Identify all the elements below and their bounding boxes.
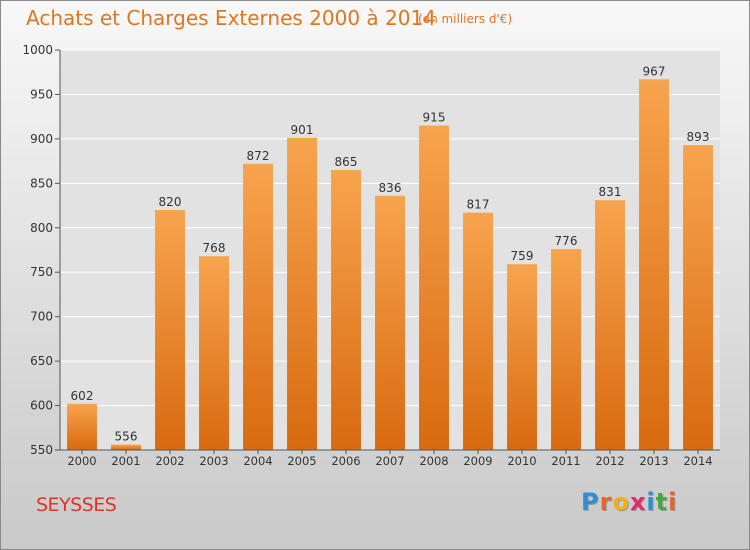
x-tick-label: 2013 xyxy=(639,454,668,468)
bar-value-label: 817 xyxy=(467,198,490,212)
x-tick-label: 2011 xyxy=(551,454,580,468)
commune-name: SEYSSES xyxy=(36,494,117,516)
y-tick-label: 800 xyxy=(30,221,53,235)
bar-value-label: 836 xyxy=(379,181,402,195)
x-tick-label: 2014 xyxy=(683,454,712,468)
x-tick-label: 2005 xyxy=(287,454,316,468)
chart-title: Achats et Charges Externes 2000 à 2014 xyxy=(26,6,436,30)
x-tick-label: 2000 xyxy=(67,454,96,468)
x-tick-label: 2008 xyxy=(419,454,448,468)
bar xyxy=(243,163,273,450)
x-tick-label: 2007 xyxy=(375,454,404,468)
y-tick-label: 750 xyxy=(30,265,53,279)
bar-value-label: 893 xyxy=(687,130,710,144)
y-tick-label: 600 xyxy=(30,399,53,413)
bar-value-label: 831 xyxy=(599,185,622,199)
bar-value-label: 768 xyxy=(203,241,226,255)
bar xyxy=(287,138,317,450)
bar-value-label: 820 xyxy=(159,195,182,209)
bar xyxy=(111,444,141,450)
bar-value-label: 967 xyxy=(643,64,666,78)
bar xyxy=(683,145,713,450)
bar xyxy=(155,210,185,450)
y-tick-label: 850 xyxy=(30,176,53,190)
x-tick-label: 2012 xyxy=(595,454,624,468)
x-tick-label: 2001 xyxy=(111,454,140,468)
chart-unit: (en milliers d'€) xyxy=(418,12,513,26)
bar xyxy=(375,195,405,450)
bar-value-label: 602 xyxy=(71,389,94,403)
bar xyxy=(595,200,625,450)
bar-value-label: 872 xyxy=(247,149,270,163)
x-tick-label: 2002 xyxy=(155,454,184,468)
bar xyxy=(67,403,97,450)
bar xyxy=(419,125,449,451)
y-tick-label: 550 xyxy=(30,443,53,457)
bar-value-label: 556 xyxy=(115,430,138,444)
y-tick-label: 900 xyxy=(30,132,53,146)
bar-value-label: 776 xyxy=(555,234,578,248)
bar xyxy=(199,256,229,450)
y-tick-label: 1000 xyxy=(22,43,53,57)
bar-value-label: 865 xyxy=(335,155,358,169)
bar xyxy=(551,249,581,450)
x-tick-label: 2003 xyxy=(199,454,228,468)
y-tick-label: 950 xyxy=(30,87,53,101)
y-tick-label: 650 xyxy=(30,354,53,368)
bar xyxy=(639,79,669,450)
bar xyxy=(507,264,537,450)
x-tick-label: 2009 xyxy=(463,454,492,468)
x-tick-label: 2004 xyxy=(243,454,272,468)
y-tick-label: 700 xyxy=(30,310,53,324)
x-tick-label: 2010 xyxy=(507,454,536,468)
proxiti-logo[interactable]: Proxiti xyxy=(581,488,678,516)
bar-value-label: 759 xyxy=(511,249,534,263)
bar xyxy=(331,170,361,450)
x-tick-label: 2006 xyxy=(331,454,360,468)
bar-value-label: 915 xyxy=(423,111,446,125)
bar-value-label: 901 xyxy=(291,123,314,137)
bar xyxy=(463,212,493,450)
